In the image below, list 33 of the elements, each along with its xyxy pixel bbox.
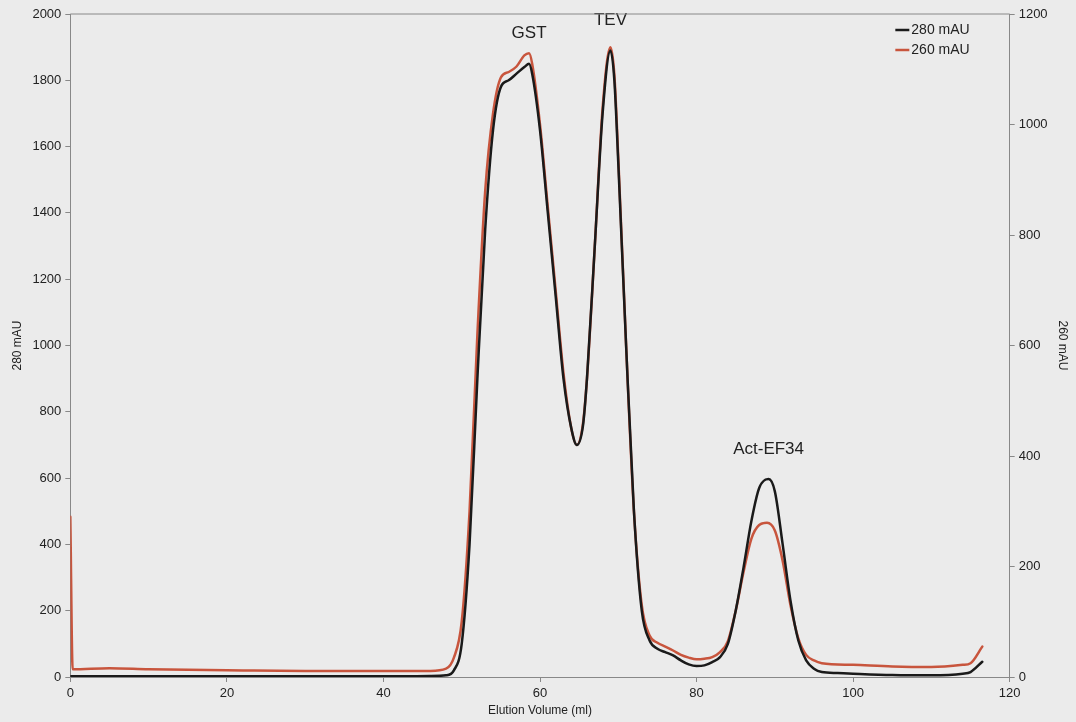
annotation: GST xyxy=(511,23,547,43)
y2-tick-label: 0 xyxy=(1018,668,1026,684)
y-tick-label: 600 xyxy=(39,469,62,485)
legend-label: 280 mAU xyxy=(911,20,970,37)
x-tick-label: 40 xyxy=(376,685,391,701)
y2-tick-label: 1000 xyxy=(1018,116,1048,132)
y-tick-label: 1600 xyxy=(32,138,62,154)
annotation: TEV xyxy=(593,10,628,30)
y-tick-label: 1800 xyxy=(32,71,62,87)
y-tick-label: 1200 xyxy=(32,270,62,286)
x-tick-label: 120 xyxy=(998,685,1021,701)
y-axis-title: 280 mAU xyxy=(9,320,24,371)
y2-tick-label: 600 xyxy=(1018,337,1041,353)
y2-tick-label: 400 xyxy=(1018,447,1041,463)
y2-tick-label: 800 xyxy=(1018,226,1041,242)
annotation: Act-EF34 xyxy=(733,438,805,458)
y-tick-label: 1000 xyxy=(32,337,62,353)
y-tick-label: 0 xyxy=(54,668,62,684)
x-tick-label: 80 xyxy=(689,685,704,701)
x-tick-label: 0 xyxy=(66,685,74,701)
y2-tick-label: 1200 xyxy=(1018,5,1048,21)
y-tick-label: 400 xyxy=(39,535,62,551)
legend-label: 260 mAU xyxy=(911,40,970,57)
y-tick-label: 200 xyxy=(39,602,62,618)
x-tick-label: 20 xyxy=(219,685,235,701)
y2-tick-label: 200 xyxy=(1018,558,1041,574)
y-tick-label: 2000 xyxy=(32,5,62,21)
y2-axis-title: 260 mAU xyxy=(1056,320,1071,371)
x-tick-label: 100 xyxy=(842,685,864,701)
y-tick-label: 800 xyxy=(39,403,62,419)
y-tick-label: 1400 xyxy=(32,204,62,220)
x-tick-label: 60 xyxy=(532,685,548,701)
x-axis-title: Elution Volume (ml) xyxy=(487,703,593,718)
